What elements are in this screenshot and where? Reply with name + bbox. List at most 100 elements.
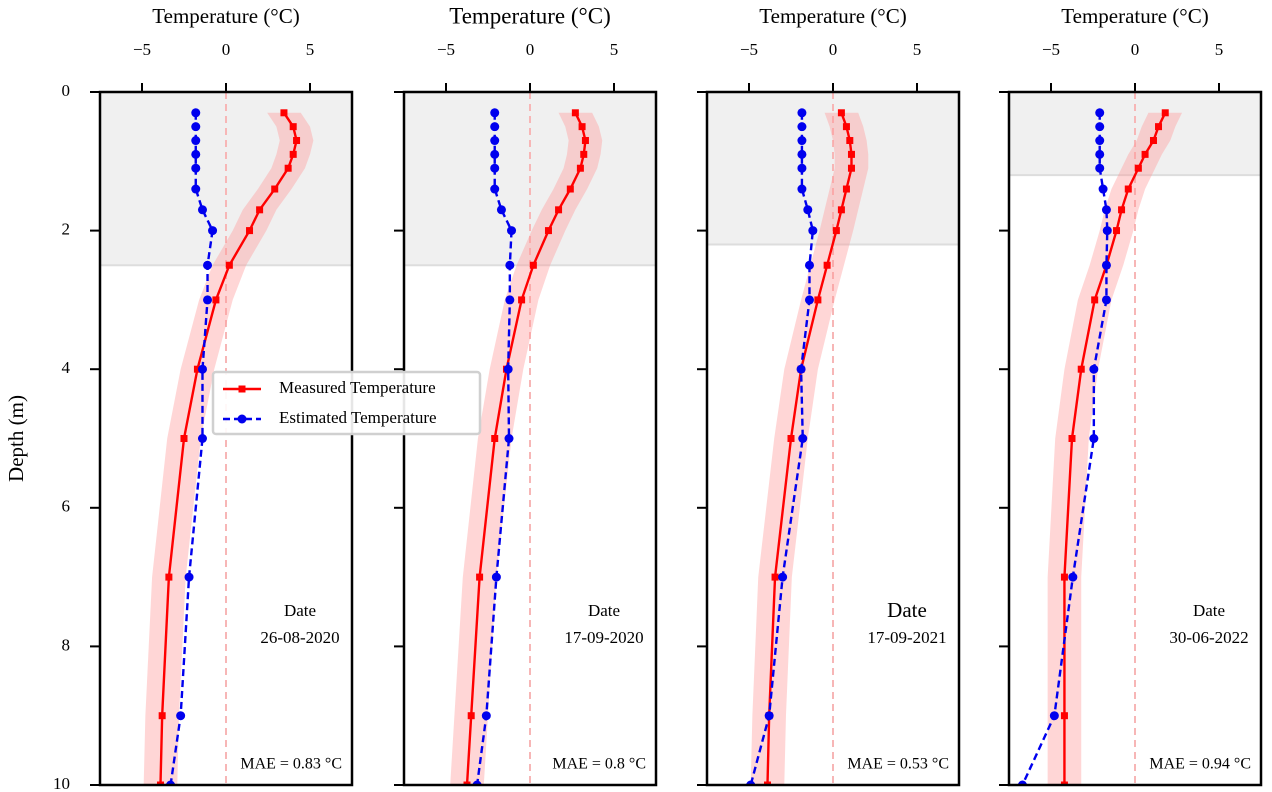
plot-area (100, 92, 352, 785)
x-tick-label: 0 (222, 40, 231, 59)
marker (505, 295, 515, 305)
marker (176, 711, 186, 721)
marker (1124, 185, 1132, 193)
marker (797, 163, 807, 173)
uncertainty-band (1047, 112, 1183, 785)
series-line (1021, 112, 1109, 785)
marker (490, 122, 500, 132)
plot-area (404, 92, 656, 785)
marker (803, 205, 813, 215)
marker (1095, 149, 1105, 159)
marker (1060, 573, 1068, 581)
y-tick-label: 8 (62, 635, 71, 654)
marker (1101, 260, 1111, 270)
marker (490, 108, 500, 118)
marker (544, 227, 552, 235)
marker (293, 137, 301, 145)
marker (289, 150, 297, 158)
marker (576, 164, 584, 172)
legend-box (211, 370, 482, 436)
marker (797, 108, 807, 118)
marker (203, 260, 213, 270)
marker (191, 184, 201, 194)
marker (578, 123, 586, 131)
marker (490, 163, 500, 173)
marker (1089, 434, 1099, 443)
marker (1095, 163, 1105, 173)
marker (507, 226, 517, 236)
marker (797, 122, 807, 132)
marker (491, 435, 499, 442)
marker (225, 261, 233, 269)
x-tick-label: 0 (829, 40, 838, 59)
marker (787, 435, 795, 442)
marker (158, 712, 166, 720)
mae-label: MAE = 0.53 °C (847, 756, 949, 773)
marker (832, 227, 840, 235)
marker (764, 711, 774, 721)
marker (1095, 122, 1105, 132)
x-tick-label: 5 (913, 40, 922, 59)
marker (197, 434, 207, 443)
marker (798, 434, 808, 443)
x-tick-label: −5 (1042, 40, 1060, 59)
marker (203, 295, 213, 305)
annotation: Date (887, 598, 927, 622)
x-tick-label: 0 (526, 40, 535, 59)
legend-marker (238, 385, 246, 393)
annotation: Date (588, 601, 620, 620)
marker (1077, 365, 1085, 373)
marker (1113, 227, 1121, 235)
marker (1149, 137, 1157, 145)
marker (191, 149, 201, 159)
annotation: Date (284, 601, 316, 620)
x-tick-label: −5 (133, 40, 151, 59)
marker (467, 712, 475, 720)
plot-area (707, 92, 959, 785)
marker (763, 781, 771, 785)
marker (191, 163, 201, 173)
x-tick-label: −5 (740, 40, 758, 59)
marker (197, 364, 207, 374)
marker (491, 572, 501, 582)
marker (246, 227, 254, 235)
marker (481, 711, 491, 721)
marker (463, 781, 471, 785)
y-tick-label: 4 (62, 358, 71, 377)
marker (1101, 295, 1111, 305)
marker (208, 226, 218, 236)
marker (837, 206, 845, 214)
marker (580, 150, 588, 158)
x-tick-label: 5 (306, 40, 315, 59)
marker (581, 137, 589, 145)
marker (191, 108, 201, 118)
x-tick-label: 5 (610, 40, 619, 59)
marker (256, 206, 264, 214)
marker (1118, 206, 1126, 214)
marker (847, 164, 855, 172)
marker (804, 295, 814, 305)
plot-area (1009, 92, 1261, 785)
marker (1049, 711, 1059, 721)
marker (796, 364, 806, 374)
marker (797, 136, 807, 146)
x-axis-label: Temperature (°C) (759, 4, 906, 28)
marker (842, 123, 850, 131)
marker (842, 185, 850, 193)
x-axis-label: Temperature (°C) (152, 4, 299, 28)
marker (476, 573, 484, 581)
y-tick-label: 6 (62, 497, 71, 516)
marker (571, 109, 579, 117)
marker (771, 573, 779, 581)
marker (197, 205, 207, 215)
uncertainty-band (450, 112, 603, 785)
y-tick-label: 0 (62, 81, 71, 100)
marker (505, 260, 515, 270)
date-label: 26-08-2020 (260, 628, 339, 647)
legend-label: Estimated Temperature (279, 408, 437, 427)
marker (847, 150, 855, 158)
marker (193, 365, 201, 373)
y-tick-label: 10 (53, 774, 70, 792)
marker (1091, 296, 1099, 304)
